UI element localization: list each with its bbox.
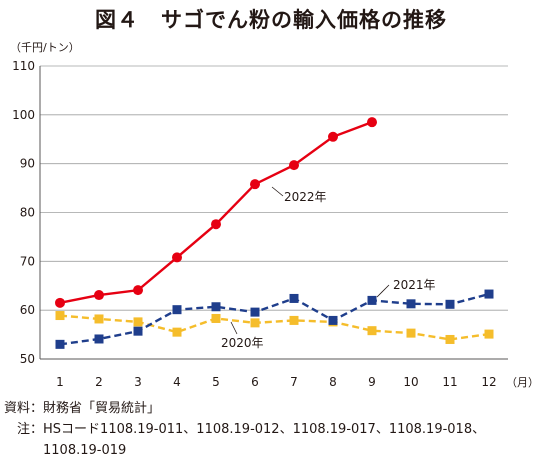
y-tick-label-110: 110 bbox=[12, 59, 35, 73]
chart-title: 図４ サゴでん粉の輸入価格の推移 bbox=[95, 8, 447, 32]
data-point-2021年-8 bbox=[328, 315, 338, 325]
note-text: HSコード1108.19-011、1108.19-012、1108.19-017… bbox=[43, 422, 486, 458]
x-tick-label-7: 7 bbox=[290, 375, 298, 389]
x-tick-label-1: 1 bbox=[56, 375, 64, 389]
data-point-2022年-8 bbox=[328, 131, 338, 142]
x-tick-label-3: 3 bbox=[134, 375, 142, 389]
data-point-2020年-2 bbox=[94, 314, 104, 324]
source-text: 財務省「貿易統計」 bbox=[43, 401, 161, 416]
series-line-2020年 bbox=[59, 314, 490, 341]
data-point-2021年-4 bbox=[172, 305, 182, 315]
x-axis-unit: （月） bbox=[506, 376, 539, 389]
x-tick-label-6: 6 bbox=[251, 375, 259, 389]
y-tick-label-70: 70 bbox=[20, 254, 35, 268]
data-point-2022年-5 bbox=[211, 219, 221, 230]
x-tick-label-11: 11 bbox=[442, 375, 457, 389]
data-point-2021年-12 bbox=[484, 289, 494, 299]
data-point-2020年-1 bbox=[55, 311, 65, 321]
data-point-2021年-3 bbox=[133, 326, 143, 336]
x-tick-label-10: 10 bbox=[403, 375, 418, 389]
x-tick-label-9: 9 bbox=[368, 375, 376, 389]
grid-lines bbox=[39, 65, 508, 360]
data-point-2022年-3 bbox=[133, 285, 143, 296]
y-axis-ticks: 50 60 70 80 90 100 110 bbox=[12, 59, 35, 366]
series-2021年 bbox=[55, 289, 494, 349]
data-point-2022年-4 bbox=[172, 252, 182, 263]
annotation-label-2022年: 2022年 bbox=[284, 190, 327, 204]
data-point-2022年-2 bbox=[94, 290, 104, 301]
y-axis-unit: （千円/トン） bbox=[10, 41, 80, 54]
data-point-2022年-1 bbox=[55, 297, 65, 308]
x-tick-label-12: 12 bbox=[481, 375, 496, 389]
y-tick-label-90: 90 bbox=[20, 157, 35, 171]
note-label: 注： bbox=[4, 422, 44, 437]
data-point-2021年-10 bbox=[406, 299, 416, 309]
series-group bbox=[55, 117, 494, 349]
y-tick-label-50: 50 bbox=[20, 352, 35, 366]
data-point-2021年-5 bbox=[211, 302, 221, 312]
data-point-2021年-7 bbox=[289, 293, 299, 303]
data-point-2021年-11 bbox=[445, 299, 455, 309]
data-point-2021年-6 bbox=[250, 307, 260, 317]
series-line-2021年 bbox=[59, 292, 490, 346]
x-tick-label-2: 2 bbox=[95, 375, 103, 389]
x-tick-label-8: 8 bbox=[329, 375, 337, 389]
y-tick-label-80: 80 bbox=[20, 206, 35, 220]
data-point-2022年-9 bbox=[367, 117, 377, 128]
data-point-2020年-6 bbox=[250, 318, 260, 328]
annotation-leader-2020年 bbox=[230, 321, 238, 335]
data-point-2021年-2 bbox=[94, 334, 104, 344]
y-tick-label-60: 60 bbox=[20, 303, 35, 317]
data-point-2022年-6 bbox=[250, 179, 260, 190]
data-point-2020年-3 bbox=[133, 317, 143, 327]
annotation-label-2021年: 2021年 bbox=[393, 278, 436, 292]
source-label: 資料： bbox=[4, 401, 44, 416]
series-2022年 bbox=[55, 117, 377, 308]
series-2020年 bbox=[55, 311, 494, 344]
data-point-2020年-12 bbox=[484, 329, 494, 339]
annotation-label-2020年: 2020年 bbox=[221, 336, 264, 350]
data-point-2020年-9 bbox=[367, 326, 377, 336]
annotation-leader-2022年 bbox=[271, 186, 284, 197]
x-tick-label-5: 5 bbox=[212, 375, 220, 389]
y-tick-label-100: 100 bbox=[12, 108, 35, 122]
data-point-2020年-10 bbox=[406, 328, 416, 338]
data-point-2020年-7 bbox=[289, 315, 299, 325]
data-point-2022年-7 bbox=[289, 160, 299, 171]
chart-notes: 資料： 財務省「貿易統計」 注： HSコード1108.19-011、1108.1… bbox=[4, 398, 533, 461]
data-point-2021年-9 bbox=[367, 295, 377, 305]
data-point-2020年-11 bbox=[445, 334, 455, 344]
x-axis-ticks: 1 2 3 4 5 6 7 8 9 10 11 12 bbox=[56, 375, 496, 389]
data-point-2021年-1 bbox=[55, 339, 65, 349]
x-tick-label-4: 4 bbox=[173, 375, 181, 389]
data-point-2020年-4 bbox=[172, 327, 182, 337]
annotation-leader-2021年 bbox=[376, 284, 390, 298]
data-point-2020年-5 bbox=[211, 313, 221, 323]
series-annotations: 2022年 2021年 2020年 bbox=[221, 186, 436, 350]
